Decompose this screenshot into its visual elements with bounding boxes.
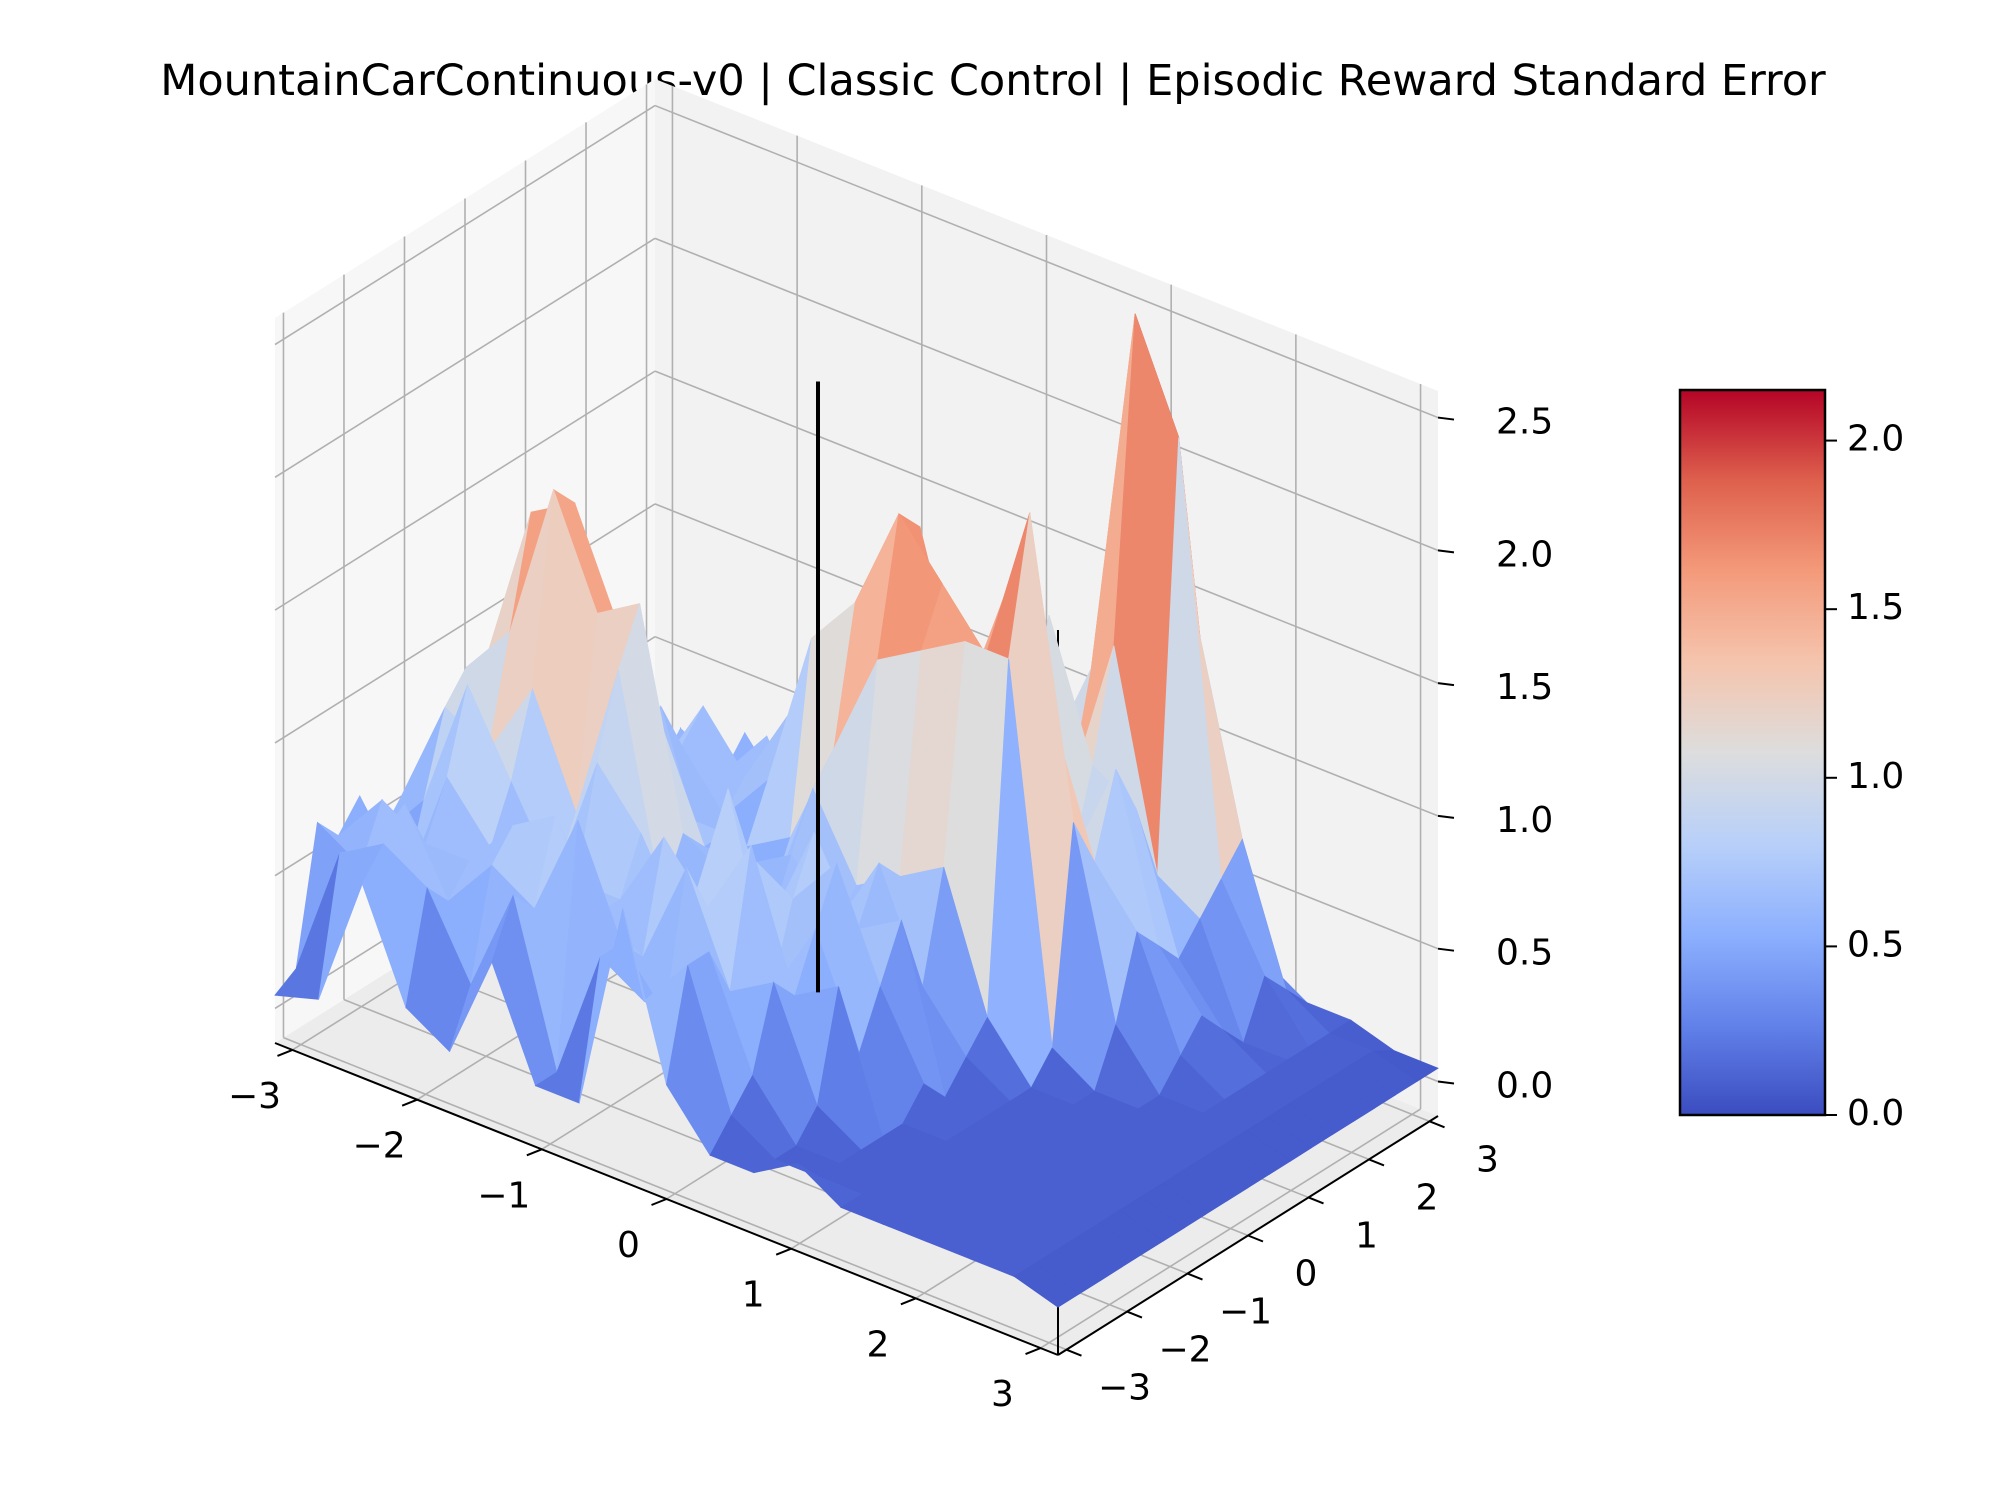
y-tick-label: −2	[1158, 1330, 1211, 1371]
colorbar-tick-label: 0.0	[1847, 1093, 1904, 1134]
colorbar-tick-label: 1.0	[1847, 756, 1904, 797]
colorbar-bar	[1678, 388, 1827, 1117]
z-gridline-left	[274, 503, 656, 744]
x-tick-label: −3	[228, 1076, 281, 1117]
x-tick	[900, 1297, 917, 1306]
chart-title: MountainCarContinuous-v0 | Classic Contr…	[160, 56, 1826, 106]
x-tick-label: 3	[991, 1374, 1014, 1415]
y-tick-label: 3	[1476, 1139, 1499, 1180]
x-tick	[526, 1148, 543, 1157]
y-tick	[1066, 1348, 1082, 1357]
z-tick-label: 2.5	[1496, 402, 1553, 443]
z-tick	[1437, 416, 1455, 421]
z-tick-label: 1.5	[1496, 667, 1553, 708]
surface-facet	[1013, 1262, 1080, 1308]
y-tick	[1368, 1158, 1385, 1167]
x-tick	[401, 1098, 418, 1107]
z-gridline-left	[274, 237, 656, 479]
y-tick	[1247, 1234, 1264, 1243]
z-tick	[1437, 682, 1455, 687]
z-tick-label: 0.5	[1496, 933, 1553, 974]
x-tick-label: 2	[866, 1324, 889, 1365]
y-tick-label: 1	[1355, 1215, 1378, 1256]
z-gridline-back	[654, 104, 1439, 419]
z-tick-label: 2.0	[1496, 534, 1553, 575]
x-tick-label: −1	[477, 1175, 530, 1216]
x-tick-label: 0	[617, 1225, 640, 1266]
y-tick	[1126, 1310, 1143, 1319]
x-tick	[1025, 1347, 1041, 1355]
colorbar-tick-label: 0.5	[1847, 924, 1904, 965]
z-gridline-back	[654, 237, 1439, 552]
x-tick-label: −2	[353, 1126, 406, 1167]
y-tick-label: 0	[1295, 1254, 1318, 1295]
z-tick	[1437, 1080, 1455, 1085]
y-tick	[1429, 1120, 1445, 1129]
z-gridline-left	[274, 104, 656, 346]
y-gridline-floor	[283, 1036, 1067, 1351]
y-tick	[1187, 1272, 1203, 1281]
z-tick-label: 1.0	[1496, 800, 1553, 841]
z-tick-label: 0.0	[1496, 1066, 1553, 1107]
z-tick	[1437, 549, 1455, 554]
z-tick	[1437, 947, 1455, 952]
surface-mesh	[274, 313, 1439, 1308]
x-tick-label: 1	[742, 1275, 765, 1316]
y-tick-label: −1	[1219, 1292, 1272, 1333]
z-gridline-back	[654, 370, 1439, 684]
z-gridline-left	[274, 370, 656, 611]
y-tick-label: −3	[1098, 1368, 1151, 1409]
x-tick	[277, 1049, 293, 1057]
x-tick	[651, 1198, 667, 1206]
colorbar-tick-label: 1.5	[1847, 587, 1904, 628]
colorbar: 0.0 0.5 1.0 1.5 2.0	[1678, 388, 1904, 1134]
colorbar-tick-label: 2.0	[1847, 419, 1904, 460]
y-tick-label: 2	[1416, 1177, 1439, 1218]
x-tick	[775, 1247, 792, 1256]
z-tick	[1437, 814, 1455, 819]
y-tick	[1308, 1196, 1324, 1205]
